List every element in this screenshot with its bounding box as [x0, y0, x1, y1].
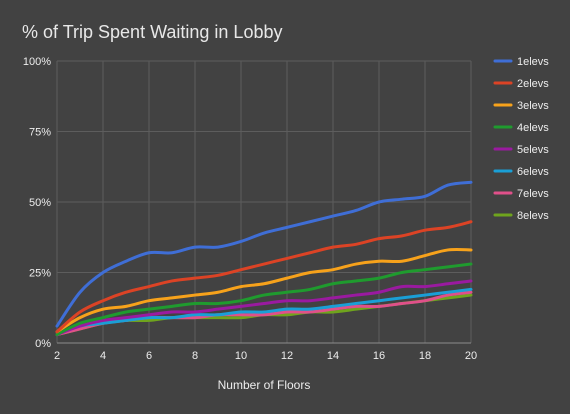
- x-tick-label: 16: [373, 350, 385, 362]
- series-line-5elevs: [55, 279, 473, 337]
- axes: 2 4 6 8 10 12 14 16 18 20 0% 25% 50% 75% 100%: [23, 56, 477, 362]
- series-line-1elevs: [55, 180, 473, 328]
- series-line-6elevs: [55, 287, 473, 337]
- legend: 1elevs 2elevs 3elevs 4elevs 5elevs 6elevs 7ele…: [493, 56, 549, 222]
- series-lines: [55, 180, 473, 337]
- y-tick-label: 75%: [29, 127, 51, 139]
- series-line-4elevs: [55, 262, 473, 337]
- x-axis-label: Number of Floors: [218, 378, 311, 392]
- series-line-3elevs: [55, 248, 473, 334]
- x-tick-label: 4: [100, 350, 106, 362]
- y-tick-label: 100%: [23, 56, 51, 68]
- x-tick-label: 10: [235, 350, 247, 362]
- series-line-2elevs: [55, 220, 473, 334]
- x-tick-label: 14: [327, 350, 339, 362]
- y-tick-label: 0%: [35, 338, 51, 350]
- x-tick-label: 8: [192, 350, 198, 362]
- x-tick-label: 12: [281, 350, 293, 362]
- legend-label-1elevs: 1elevs: [517, 56, 549, 68]
- y-tick-label: 25%: [29, 268, 51, 280]
- legend-label-7elevs: 7elevs: [517, 188, 549, 200]
- legend-label-2elevs: 2elevs: [517, 78, 549, 90]
- legend-label-8elevs: 8elevs: [517, 210, 549, 222]
- chart-title: % of Trip Spent Waiting in Lobby: [22, 22, 282, 42]
- x-tick-label: 18: [419, 350, 431, 362]
- x-tick-label: 6: [146, 350, 152, 362]
- gridlines: [56, 60, 472, 344]
- x-tick-label: 20: [465, 350, 477, 362]
- legend-label-5elevs: 5elevs: [517, 144, 549, 156]
- y-tick-label: 50%: [29, 197, 51, 209]
- legend-label-6elevs: 6elevs: [517, 166, 549, 178]
- legend-label-3elevs: 3elevs: [517, 100, 549, 112]
- x-tick-label: 2: [54, 350, 60, 362]
- legend-label-4elevs: 4elevs: [517, 122, 549, 134]
